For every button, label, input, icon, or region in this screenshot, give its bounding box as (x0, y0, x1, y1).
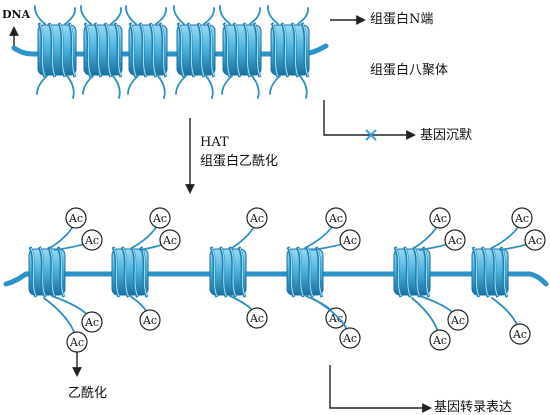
histone-tail (155, 7, 167, 25)
histone-tail (299, 75, 308, 99)
acetyl-label: Ac (249, 212, 264, 225)
acetyl-group: Ac (491, 207, 533, 249)
acetyl-group: Ac (129, 295, 161, 331)
histone-octamer-top (173, 5, 216, 99)
acetyl-label: Ac (342, 234, 357, 247)
histone-tail (64, 7, 76, 25)
acetyl-label: Ac (84, 234, 99, 247)
acetyl-label: Ac (142, 314, 157, 327)
histone-tail (110, 7, 122, 25)
histone-tail (221, 75, 233, 95)
histone-octamer-bottom (111, 246, 149, 298)
acetyl-group: Ac (419, 295, 469, 331)
acetylation-process-label: 组蛋白乙酰化 (200, 154, 279, 169)
acetyl-label: Ac (527, 234, 542, 247)
histone-tail (219, 5, 231, 25)
expression-label: 基因转录表达 (434, 400, 513, 415)
histone-tail (157, 75, 166, 99)
histone-octamer-bottom (471, 246, 509, 298)
histone-tail (203, 7, 215, 25)
acetyl-group: Ac (51, 295, 103, 333)
histone-octamer-top (267, 5, 310, 99)
acetyl-label: Ac (450, 314, 465, 327)
histone-tail (251, 75, 260, 99)
silencing-label: 基因沉默 (420, 128, 473, 143)
blocked-x-mark (365, 129, 377, 141)
acetyl-label: Ac (328, 212, 343, 225)
acetyl-label: Ac (84, 316, 99, 329)
acetyl-label: Ac (328, 312, 343, 325)
histone-tail (66, 75, 75, 99)
histone-tail (297, 7, 309, 25)
acetyl-group: Ac (311, 229, 361, 251)
histone-octamer-top (80, 5, 123, 99)
histone-octamer-bottom (209, 246, 247, 298)
histone-tail (82, 75, 94, 95)
histone-tail (36, 75, 48, 95)
histone-tail (80, 5, 92, 25)
acetyl-group: Ac (491, 297, 531, 345)
acetyl-group: Ac (413, 207, 451, 249)
hat-label: HAT (200, 135, 229, 150)
acetyl-group: Ac (305, 295, 347, 329)
acetyl-label: Ac (68, 212, 83, 225)
acetyl-label: Ac (432, 334, 447, 347)
acetyl-group: Ac (54, 229, 103, 251)
acetyl-label: Ac (69, 336, 84, 349)
acetyl-group: Ac (304, 207, 347, 249)
acetyl-label: Ac (447, 234, 462, 247)
acetylation-label: 乙酰化 (68, 386, 108, 401)
dna-strand-bottom (3, 271, 549, 287)
acetyl-group: Ac (311, 297, 361, 349)
histone-octamer-top (125, 5, 168, 99)
histone-octamer-bottom (286, 246, 324, 298)
histone-octamer-bottom (393, 246, 431, 298)
histone-octamer-bottom (28, 246, 66, 298)
dna-label: DNA (2, 8, 31, 21)
acetyl-group: Ac (411, 297, 451, 351)
expression-path (329, 365, 432, 413)
acetyl-group: Ac (43, 297, 88, 353)
acetyl-group: Ac (419, 229, 466, 251)
acetyl-group: Ac (231, 207, 268, 249)
acetyl-label: Ac (162, 234, 177, 247)
acetyl-group: Ac (49, 207, 87, 249)
histone-tail (34, 5, 46, 25)
acetyl-label: Ac (152, 212, 167, 225)
histone-tail (267, 5, 279, 25)
histone-tail (112, 75, 121, 99)
acetyl-label: Ac (342, 332, 357, 345)
histone-octamer-top (219, 5, 262, 99)
histone-tail (269, 75, 281, 95)
histone-tail (175, 75, 187, 95)
histone-tail (127, 75, 139, 95)
silencing-path (323, 100, 416, 140)
histone-octamer-top (34, 5, 77, 99)
n-terminal-label: 组蛋白N端 (370, 12, 434, 27)
acetyl-label: Ac (512, 328, 527, 341)
histone-tail (249, 7, 261, 25)
acetyl-label: Ac (249, 312, 264, 325)
acetyl-group: Ac (139, 229, 181, 251)
acetyl-group: Ac (131, 207, 171, 249)
acetyl-group: Ac (499, 229, 546, 251)
condensed-chromatin (9, 5, 329, 99)
histone-tail (205, 75, 214, 99)
histone-tail (125, 5, 137, 25)
acetyl-group: Ac (229, 295, 268, 329)
histone-tail (173, 5, 185, 25)
acetyl-label: Ac (432, 212, 447, 225)
acetyl-label: Ac (514, 212, 529, 225)
octamer-label: 组蛋白八聚体 (370, 63, 449, 78)
